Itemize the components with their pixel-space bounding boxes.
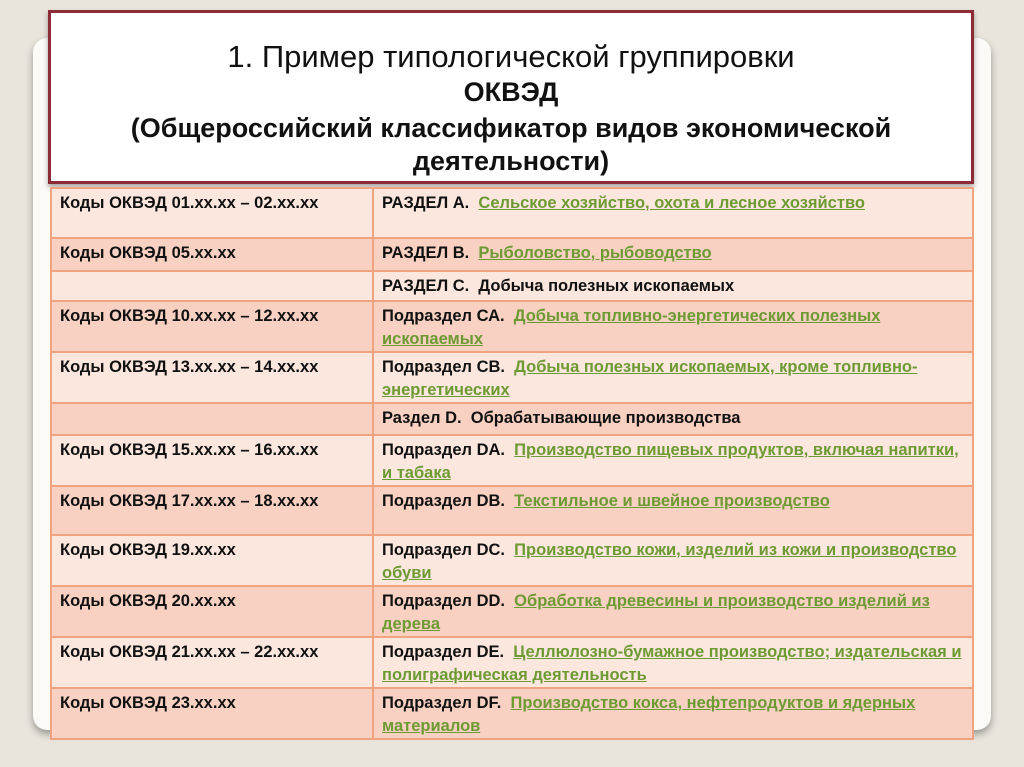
section-cell: Раздел D. Обрабатывающие производства	[372, 402, 974, 436]
section-link[interactable]: Целлюлозно-бумажное производство; издате…	[382, 643, 962, 684]
section-label: Подраздел DE.	[382, 643, 505, 661]
table-row: Коды ОКВЭД 01.xx.xx – 02.xx.xx РАЗДЕЛ А. …	[50, 187, 974, 239]
section-label: РАЗДЕЛ А.	[382, 194, 470, 212]
section-link[interactable]: Обработка древесины и производство издел…	[382, 592, 930, 633]
code-cell	[50, 402, 374, 436]
code-cell: Коды ОКВЭД 01.xx.xx – 02.xx.xx	[50, 187, 374, 239]
section-link[interactable]: Добыча полезных ископаемых, кроме топлив…	[382, 358, 918, 399]
table-row: Раздел D. Обрабатывающие производства	[50, 402, 974, 436]
section-cell: Подраздел СВ. Добыча полезных ископаемых…	[372, 351, 974, 404]
table-row: Коды ОКВЭД 20.xx.xx Подраздел DD. Обработ…	[50, 585, 974, 638]
section-cell: Подраздел DD. Обработка древесины и прои…	[372, 585, 974, 638]
section-link[interactable]: Производство кожи, изделий из кожи и про…	[382, 541, 957, 582]
code-cell: Коды ОКВЭД 23.xx.xx	[50, 687, 374, 740]
section-link[interactable]: Рыболовство, рыбоводство	[478, 244, 712, 262]
section-cell: Подраздел DA. Производство пищевых проду…	[372, 434, 974, 487]
table-row: Коды ОКВЭД 19.xx.xx Подраздел DC. Произво…	[50, 534, 974, 587]
section-cell: Подраздел DC. Производство кожи, изделий…	[372, 534, 974, 587]
table-row: Коды ОКВЭД 17.xx.xx – 18.xx.xx Подраздел …	[50, 485, 974, 536]
code-cell: Коды ОКВЭД 17.xx.xx – 18.xx.xx	[50, 485, 374, 536]
table-row: Коды ОКВЭД 21.xx.xx – 22.xx.xx Подраздел …	[50, 636, 974, 689]
table-row: РАЗДЕЛ С. Добыча полезных ископаемых	[50, 270, 974, 302]
code-cell: Коды ОКВЭД 21.xx.xx – 22.xx.xx	[50, 636, 374, 689]
section-cell: РАЗДЕЛ С. Добыча полезных ископаемых	[372, 270, 974, 302]
section-label: Подраздел СА.	[382, 307, 505, 325]
section-label: Подраздел DA.	[382, 441, 505, 459]
section-description: Обрабатывающие производства	[470, 409, 741, 427]
section-label: РАЗДЕЛ В.	[382, 244, 470, 262]
section-cell: Подраздел DE. Целлюлозно-бумажное произв…	[372, 636, 974, 689]
section-cell: РАЗДЕЛ В. Рыболовство, рыбоводство	[372, 237, 974, 272]
code-cell: Коды ОКВЭД 10.xx.xx – 12.xx.xx	[50, 300, 374, 353]
okved-table: Коды ОКВЭД 01.xx.xx – 02.xx.xx РАЗДЕЛ А. …	[50, 187, 974, 740]
section-link[interactable]: Производство кокса, нефтепродуктов и яде…	[382, 694, 916, 735]
section-label: Раздел D.	[382, 409, 462, 427]
code-cell: Коды ОКВЭД 19.xx.xx	[50, 534, 374, 587]
code-cell: Коды ОКВЭД 15.xx.xx – 16.xx.xx	[50, 434, 374, 487]
section-label: РАЗДЕЛ С.	[382, 277, 470, 295]
code-cell: Коды ОКВЭД 20.xx.xx	[50, 585, 374, 638]
table-row: Коды ОКВЭД 23.xx.xx Подраздел DF. Произво…	[50, 687, 974, 740]
section-label: Подраздел DB.	[382, 492, 505, 510]
code-cell: Коды ОКВЭД 05.xx.xx	[50, 237, 374, 272]
code-cell: Коды ОКВЭД 13.xx.xx – 14.xx.xx	[50, 351, 374, 404]
table-row: Коды ОКВЭД 05.xx.xx РАЗДЕЛ В. Рыболовство…	[50, 237, 974, 272]
section-link[interactable]: Производство пищевых продуктов, включая …	[382, 441, 959, 482]
section-cell: РАЗДЕЛ А. Сельское хозяйство, охота и ле…	[372, 187, 974, 239]
section-label: Подраздел СВ.	[382, 358, 505, 376]
section-cell: Подраздел DF. Производство кокса, нефтеп…	[372, 687, 974, 740]
section-label: Подраздел DD.	[382, 592, 505, 610]
section-link[interactable]: Добыча топливно-энергетических полезных …	[382, 307, 881, 348]
title-box: 1. Пример типологической группировки ОКВ…	[48, 10, 974, 184]
section-label: Подраздел DC.	[382, 541, 505, 559]
section-cell: Подраздел DB. Текстильное и швейное прои…	[372, 485, 974, 536]
section-cell: Подраздел СА. Добыча топливно-энергетиче…	[372, 300, 974, 353]
title-line-1: 1. Пример типологической группировки	[227, 39, 795, 74]
section-link[interactable]: Сельское хозяйство, охота и лесное хозяй…	[478, 194, 865, 212]
title-line-3: (Общероссийский классификатор видов экон…	[130, 113, 892, 176]
section-link[interactable]: Текстильное и швейное производство	[514, 492, 830, 510]
table-row: Коды ОКВЭД 13.xx.xx – 14.xx.xx Подраздел …	[50, 351, 974, 404]
table-row: Коды ОКВЭД 15.xx.xx – 16.xx.xx Подраздел …	[50, 434, 974, 487]
table-row: Коды ОКВЭД 10.xx.xx – 12.xx.xx Подраздел …	[50, 300, 974, 353]
code-cell	[50, 270, 374, 302]
section-description: Добыча полезных ископаемых	[478, 277, 735, 295]
section-label: Подраздел DF.	[382, 694, 502, 712]
title-line-2: ОКВЭД	[463, 77, 559, 107]
